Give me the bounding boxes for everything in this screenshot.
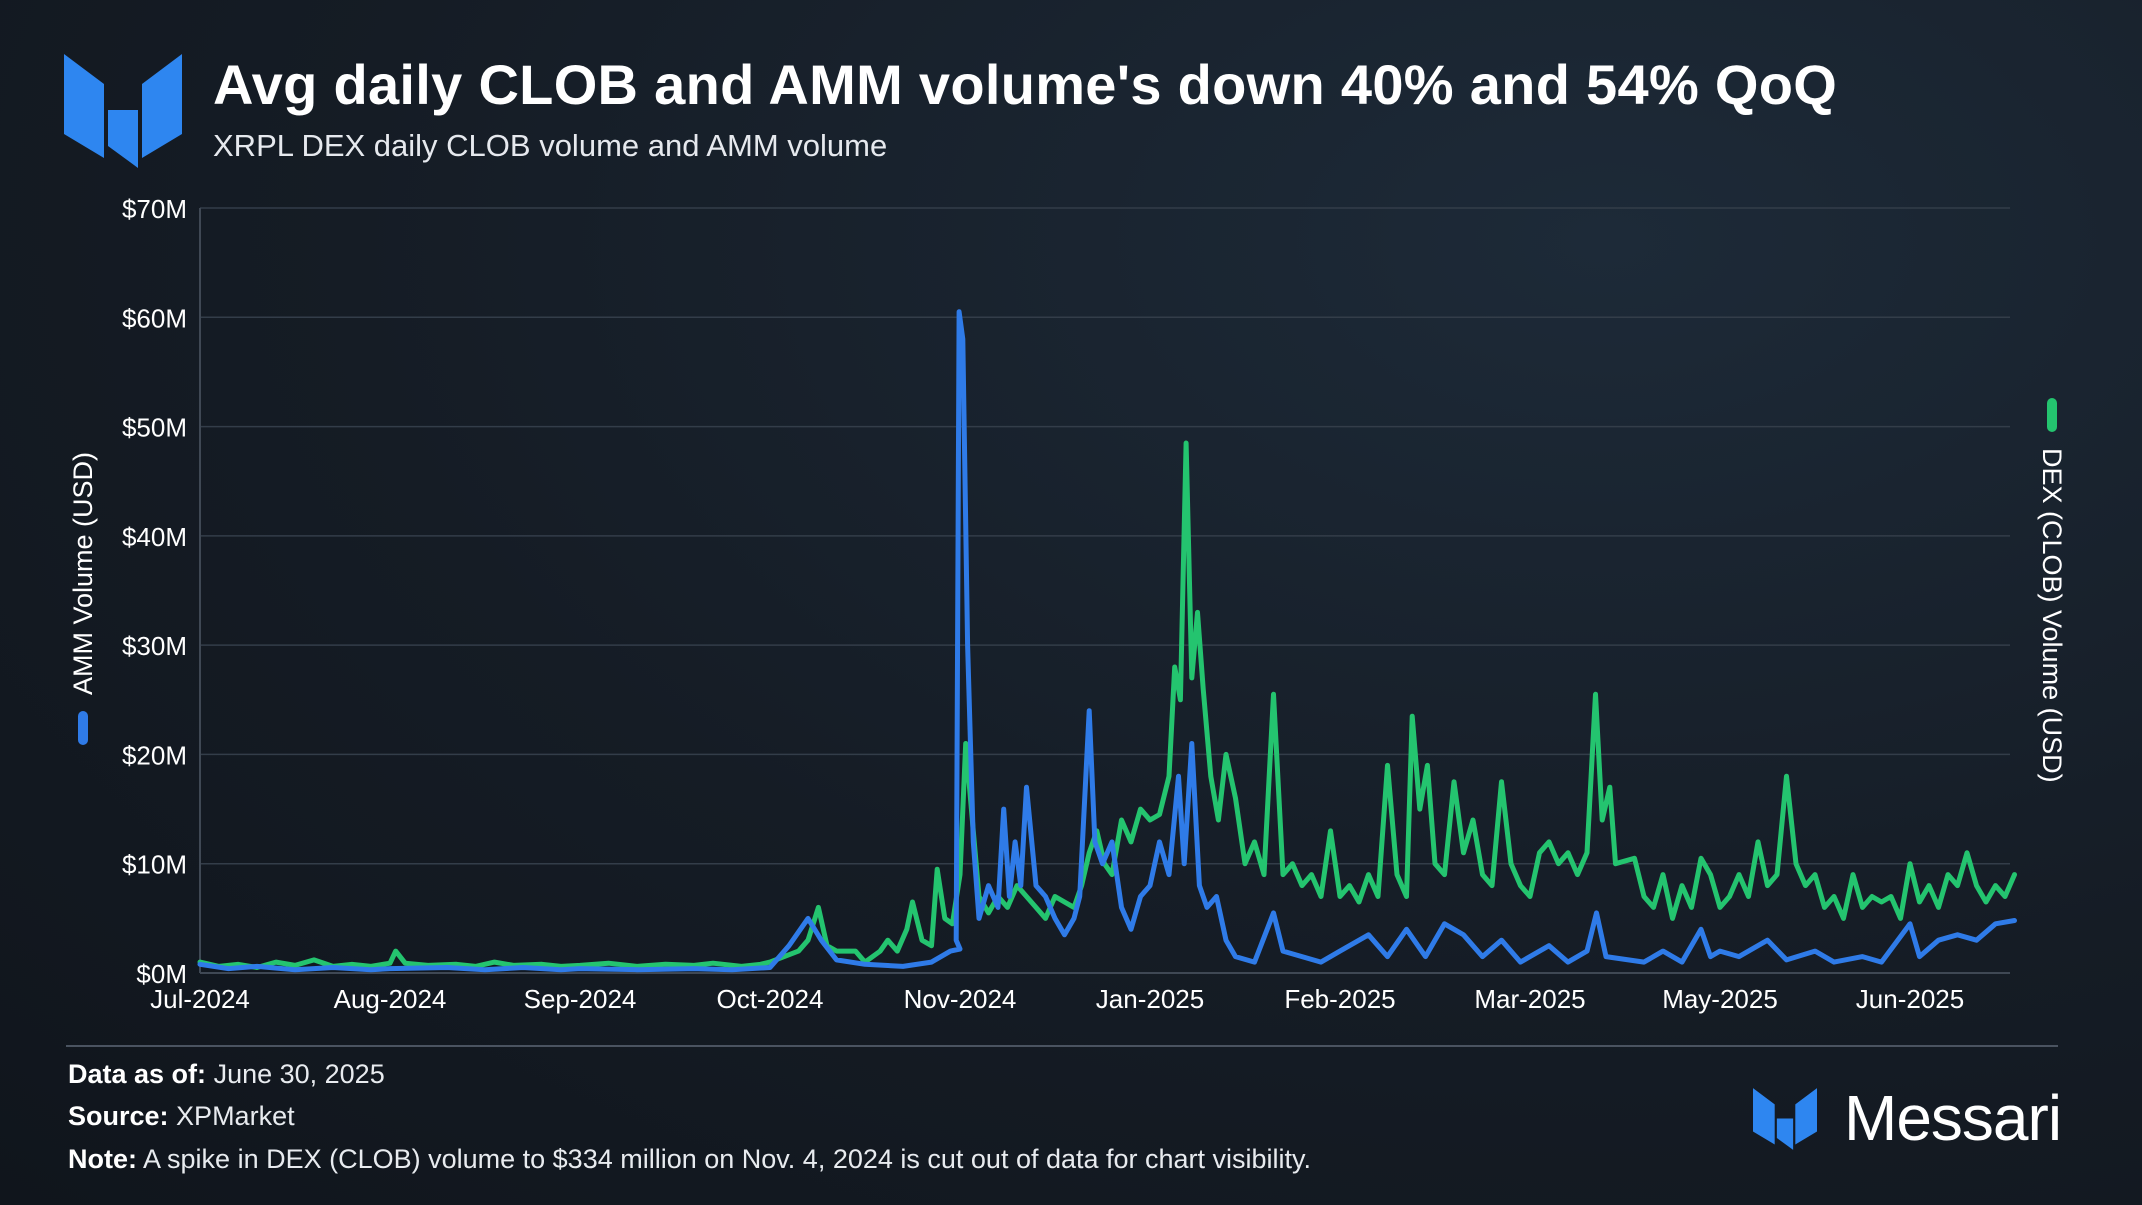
tick-labels: $0M $10M $20M $30M $40M $50M $60M $70M Jul-2024 A…: [122, 194, 1964, 1014]
grid-lines: [199, 207, 2010, 974]
chart-subtitle: XRPL DEX daily CLOB volume and AMM volum…: [213, 128, 888, 163]
line-chart: $0M $10M $20M $30M $40M $50M $60M $70M Jul-2024 A…: [68, 194, 2067, 1014]
x-tick-label: Feb-2025: [1284, 984, 1395, 1014]
y-tick-label: $40M: [122, 522, 187, 552]
messari-wordmark: Messari: [1844, 1082, 2062, 1154]
note-line: Note: A spike in DEX (CLOB) volume to $3…: [68, 1144, 1311, 1175]
messari-brand: Messari: [1753, 1082, 2073, 1155]
amm-legend-swatch: [78, 711, 88, 745]
chart-title: Avg daily CLOB and AMM volume's down 40%…: [213, 53, 1838, 116]
messari-brand-icon: [1753, 1088, 1817, 1150]
data-as-of-value: June 30, 2025: [213, 1059, 385, 1089]
x-tick-label: Jun-2025: [1856, 984, 1964, 1014]
dex-legend-swatch: [2047, 398, 2057, 432]
dex-series-line: [197, 440, 2017, 970]
y-tick-label: $30M: [122, 631, 187, 661]
source-label: Source:: [68, 1101, 169, 1131]
x-tick-label: Aug-2024: [334, 984, 447, 1014]
x-tick-label: Oct-2024: [717, 984, 824, 1014]
messari-logo: [64, 54, 182, 168]
series-lines: [197, 309, 2017, 973]
y-tick-label: $60M: [122, 303, 187, 333]
footer-divider: [66, 1045, 2058, 1047]
note-value: A spike in DEX (CLOB) volume to $334 mil…: [143, 1144, 1312, 1174]
right-axis-legend: DEX (CLOB) Volume (USD): [2037, 398, 2067, 783]
x-tick-label: Sep-2024: [524, 984, 637, 1014]
source-value: XPMarket: [176, 1101, 295, 1131]
amm-axis-label: AMM Volume (USD): [68, 452, 98, 695]
y-tick-label: $10M: [122, 850, 187, 880]
y-tick-label: $0M: [136, 959, 187, 989]
data-as-of-label: Data as of:: [68, 1059, 207, 1089]
source-line: Source: XPMarket: [68, 1101, 295, 1132]
data-as-of-line: Data as of: June 30, 2025: [68, 1059, 385, 1090]
x-tick-label: Jul-2024: [150, 984, 250, 1014]
x-tick-label: Nov-2024: [904, 984, 1017, 1014]
dex-axis-label: DEX (CLOB) Volume (USD): [2037, 448, 2067, 783]
x-tick-label: May-2025: [1662, 984, 1778, 1014]
y-tick-label: $70M: [122, 194, 187, 224]
axis-legend: AMM Volume (USD) DEX (CLOB) Volume (USD): [68, 398, 2067, 783]
x-tick-label: Jan-2025: [1096, 984, 1204, 1014]
amm-series-line: [197, 309, 2017, 973]
y-tick-label: $20M: [122, 740, 187, 770]
y-tick-label: $50M: [122, 413, 187, 443]
left-axis-legend: AMM Volume (USD): [68, 452, 98, 745]
x-tick-label: Mar-2025: [1474, 984, 1585, 1014]
note-label: Note:: [68, 1144, 137, 1174]
